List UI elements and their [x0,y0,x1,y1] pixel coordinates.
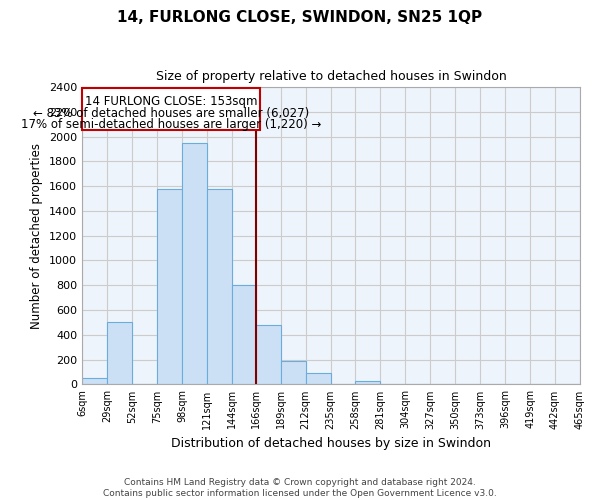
Bar [107,322,132,384]
Y-axis label: Number of detached properties: Number of detached properties [31,142,43,328]
Bar [256,325,281,384]
Bar [207,188,232,384]
Bar [182,142,207,384]
Bar [355,380,380,384]
Text: 17% of semi-detached houses are larger (1,220) →: 17% of semi-detached houses are larger (… [21,118,321,131]
Bar [232,286,256,384]
X-axis label: Distribution of detached houses by size in Swindon: Distribution of detached houses by size … [171,437,491,450]
Text: 14, FURLONG CLOSE, SWINDON, SN25 1QP: 14, FURLONG CLOSE, SWINDON, SN25 1QP [118,10,482,25]
Text: Contains HM Land Registry data © Crown copyright and database right 2024.
Contai: Contains HM Land Registry data © Crown c… [103,478,497,498]
Bar [305,374,331,384]
Bar [157,188,182,384]
Bar [82,378,107,384]
Text: ← 83% of detached houses are smaller (6,027): ← 83% of detached houses are smaller (6,… [33,107,309,120]
Bar [82,88,260,130]
Bar [281,361,305,384]
Title: Size of property relative to detached houses in Swindon: Size of property relative to detached ho… [155,70,506,83]
Text: 14 FURLONG CLOSE: 153sqm: 14 FURLONG CLOSE: 153sqm [85,95,257,108]
